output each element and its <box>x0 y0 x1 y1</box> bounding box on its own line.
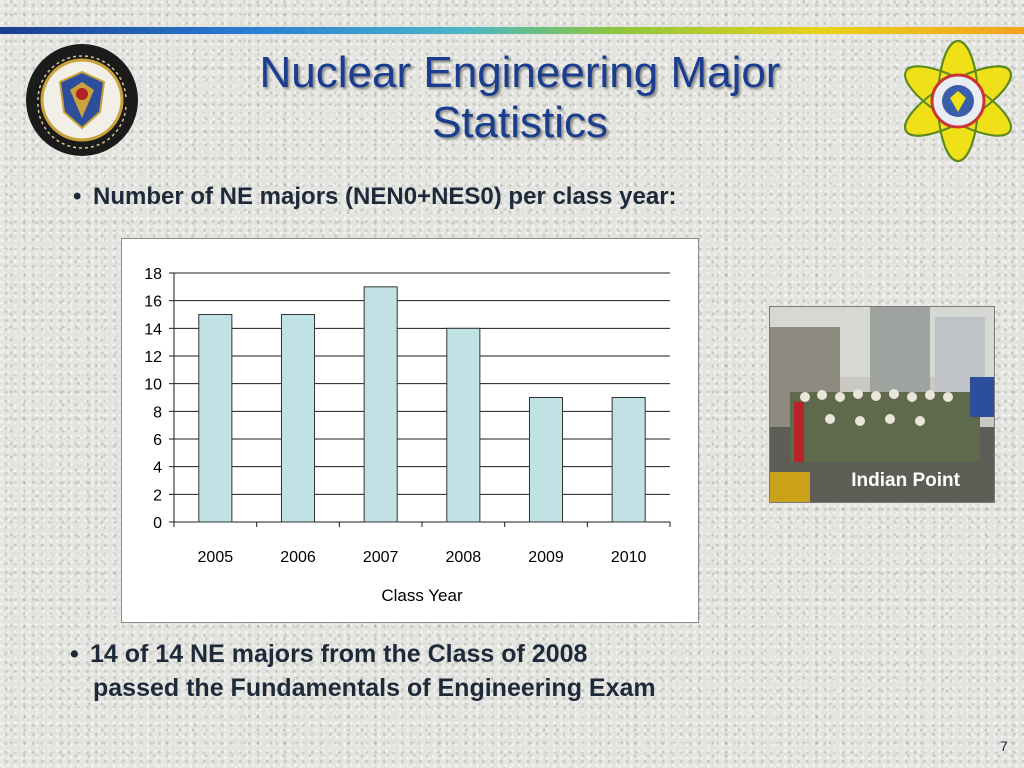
indian-point-photo: Indian Point <box>769 306 995 503</box>
bullet-ne-majors: • Number of NE majors (NEN0+NES0) per cl… <box>73 183 677 211</box>
y-tick-label: 2 <box>153 487 162 504</box>
page-number: 7 <box>1000 738 1008 754</box>
ne-majors-bar-chart: 0 2 4 6 8 10 12 14 16 18 2005 2006 2007 2008 2009 2010 C… <box>121 238 699 623</box>
y-tick-label: 8 <box>153 404 162 421</box>
bar-2007 <box>363 286 398 523</box>
slide-title: Nuclear Engineering Major Statistics <box>150 48 890 148</box>
x-tick-label: 2010 <box>611 549 647 566</box>
bullet-text-line-1: 14 of 14 NE majors from the Class of 200… <box>90 640 588 668</box>
chart-canvas: 0 2 4 6 8 10 12 14 16 18 2005 2006 2007 2008 2009 2010 C… <box>144 266 671 605</box>
bullet-dot: • <box>73 183 82 210</box>
bullet-text: Number of NE majors (NEN0+NES0) per clas… <box>93 183 677 210</box>
bar-2008 <box>446 327 481 523</box>
bullet-text-line-2: passed the Fundamentals of Engineering E… <box>93 674 656 702</box>
bar-2006 <box>280 314 316 523</box>
usma-physics-seal-icon <box>26 44 138 156</box>
bar-2005 <box>198 314 233 523</box>
atom-logo-icon <box>904 40 1012 162</box>
top-color-bar <box>0 27 1024 34</box>
y-tick-label: 18 <box>144 266 162 283</box>
bar-2010 <box>611 397 646 523</box>
title-line-2: Statistics <box>431 98 609 147</box>
x-tick-label: 2008 <box>446 549 482 566</box>
x-tick-label: 2005 <box>198 549 234 566</box>
bullet-dot: • <box>70 640 79 668</box>
title-line-1: Nuclear Engineering Major <box>259 48 781 97</box>
y-tick-label: 16 <box>144 294 162 311</box>
y-tick-label: 0 <box>153 515 162 532</box>
x-tick-label: 2007 <box>363 549 399 566</box>
y-tick-label: 6 <box>153 432 162 449</box>
y-tick-label: 10 <box>144 377 162 394</box>
x-tick-label: 2009 <box>528 549 564 566</box>
y-tick-label: 4 <box>153 460 162 477</box>
x-tick-label: 2006 <box>280 549 316 566</box>
y-tick-label: 14 <box>144 321 162 338</box>
group-photo-image <box>770 307 994 502</box>
x-axis-title: Class Year <box>381 586 463 605</box>
bullet-fe-exam: • 14 of 14 NE majors from the Class of 2… <box>70 637 656 705</box>
y-tick-label: 12 <box>144 349 162 366</box>
photo-caption: Indian Point <box>851 470 960 491</box>
bar-2009 <box>528 397 564 523</box>
